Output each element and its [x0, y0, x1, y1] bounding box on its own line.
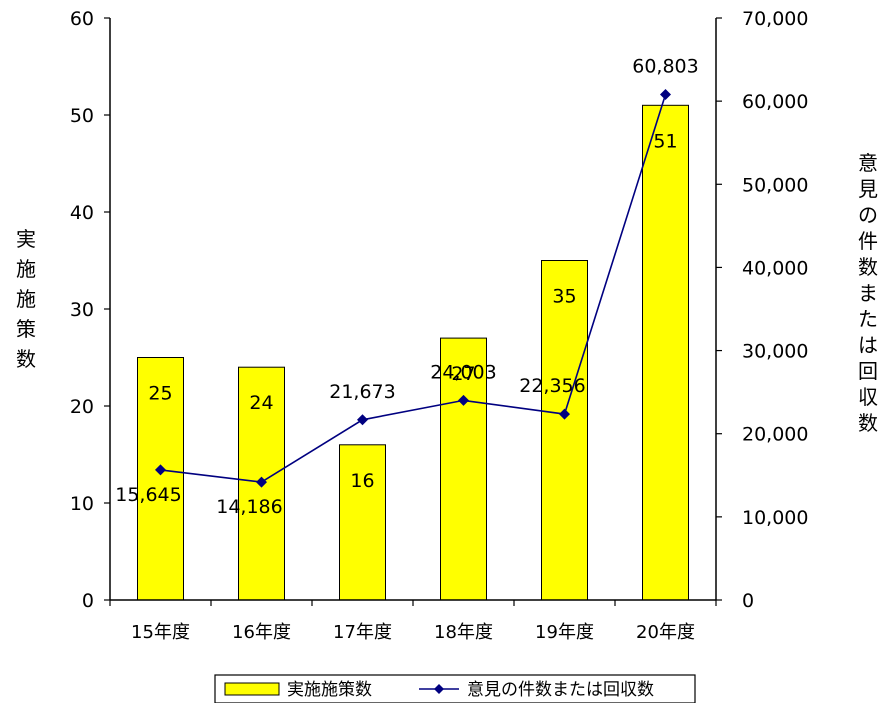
y-axis-right-title-char: 意 — [858, 151, 878, 175]
y-axis-right-title-char: 数 — [858, 411, 878, 435]
y-right-tick-label: 60,000 — [742, 91, 808, 113]
bar-value-label: 35 — [552, 286, 576, 308]
y-left-tick-label: 10 — [70, 493, 94, 515]
bar-value-label: 51 — [653, 130, 677, 152]
x-tick-label: 16年度 — [232, 622, 291, 643]
line-value-label: 21,673 — [329, 381, 395, 403]
bar-value-label: 25 — [148, 383, 172, 405]
y-axis-right-title-char: ま — [858, 281, 878, 305]
y-axis-left-title-char: 施 — [16, 257, 36, 281]
line-point-1 — [155, 464, 166, 476]
bar-value-label: 24 — [249, 392, 273, 414]
y-left-tick-label: 40 — [70, 202, 94, 224]
y-left-tick-label: 30 — [70, 299, 94, 321]
legend: 実施施策数 意見の件数または回収数 — [214, 674, 696, 703]
y-axis-right-title-char: は — [858, 333, 878, 357]
y-left-tick-label: 0 — [82, 590, 94, 612]
legend-bar-swatch — [224, 682, 280, 696]
data-labels-layer: 25 24 16 27 35 51 15,645 14,186 21,673 24,003 22,3… — [115, 55, 698, 518]
bar-value-label: 27 — [451, 363, 475, 385]
y-right-tick-label: 10,000 — [742, 507, 808, 529]
y-axis-left-title-char: 実 — [16, 227, 36, 251]
y-axis-right-title-char: 見 — [858, 177, 878, 201]
line-value-label: 22,356 — [519, 375, 585, 397]
x-tick-label: 15年度 — [131, 622, 190, 643]
x-tick-label: 18年度 — [434, 622, 493, 643]
legend-line-label: 意見の件数または回収数 — [467, 680, 654, 700]
x-tick-label: 17年度 — [333, 622, 392, 643]
bar-6 — [642, 104, 689, 601]
line-point-6 — [660, 89, 671, 100]
line-value-label: 14,186 — [216, 496, 282, 518]
axes-layer: 0 10 20 30 40 50 60 0 10,000 20,000 30,000 40,000 50… — [16, 8, 878, 643]
y-axis-right-title-char: た — [858, 307, 878, 331]
bar-series-layer — [137, 104, 689, 601]
y-axis-right-title-char: 件 — [858, 229, 878, 253]
line-point-5 — [559, 408, 570, 420]
y-right-tick-label: 70,000 — [742, 8, 808, 30]
x-tick-label: 20年度 — [636, 622, 695, 643]
bar-5 — [541, 260, 588, 601]
line-point-3 — [357, 414, 368, 426]
bar-3 — [339, 444, 386, 601]
y-left-tick-label: 20 — [70, 396, 94, 418]
y-axis-right-title-char: 数 — [858, 255, 878, 279]
line-series-path — [160, 94, 667, 483]
y-axis-left-title: 実施施策数 — [16, 227, 36, 371]
y-axis-right-title-char: 回 — [858, 359, 878, 383]
bar-4 — [440, 337, 487, 601]
bar-1 — [137, 357, 184, 601]
legend-line-marker — [434, 684, 444, 694]
line-value-label: 24,003 — [430, 361, 496, 383]
y-left-tick-label: 60 — [70, 8, 94, 30]
y-left-tick-label: 50 — [70, 105, 94, 127]
y-right-tick-label: 40,000 — [742, 257, 808, 279]
line-series-layer — [155, 89, 671, 488]
y-axis-left-title-char: 数 — [16, 347, 36, 371]
y-right-tick-label: 30,000 — [742, 341, 808, 363]
line-point-2 — [256, 476, 267, 488]
y-axis-right-title-char: 収 — [858, 385, 878, 409]
legend-bar-label: 実施施策数 — [287, 680, 372, 700]
line-value-label: 60,803 — [632, 55, 698, 77]
line-point-4 — [458, 394, 469, 406]
line-value-label: 15,645 — [115, 484, 181, 506]
bar-value-label: 16 — [350, 470, 374, 492]
y-axis-left-title-char: 策 — [16, 317, 36, 341]
y-axis-left-title-char: 施 — [16, 287, 36, 311]
y-right-tick-label: 0 — [742, 590, 754, 612]
y-axis-right-title: 意見の件数または回収数 — [858, 151, 878, 435]
y-right-tick-label: 20,000 — [742, 424, 808, 446]
x-tick-label: 19年度 — [535, 622, 594, 643]
y-axis-right-title-char: の — [858, 203, 878, 227]
y-right-tick-label: 50,000 — [742, 174, 808, 196]
